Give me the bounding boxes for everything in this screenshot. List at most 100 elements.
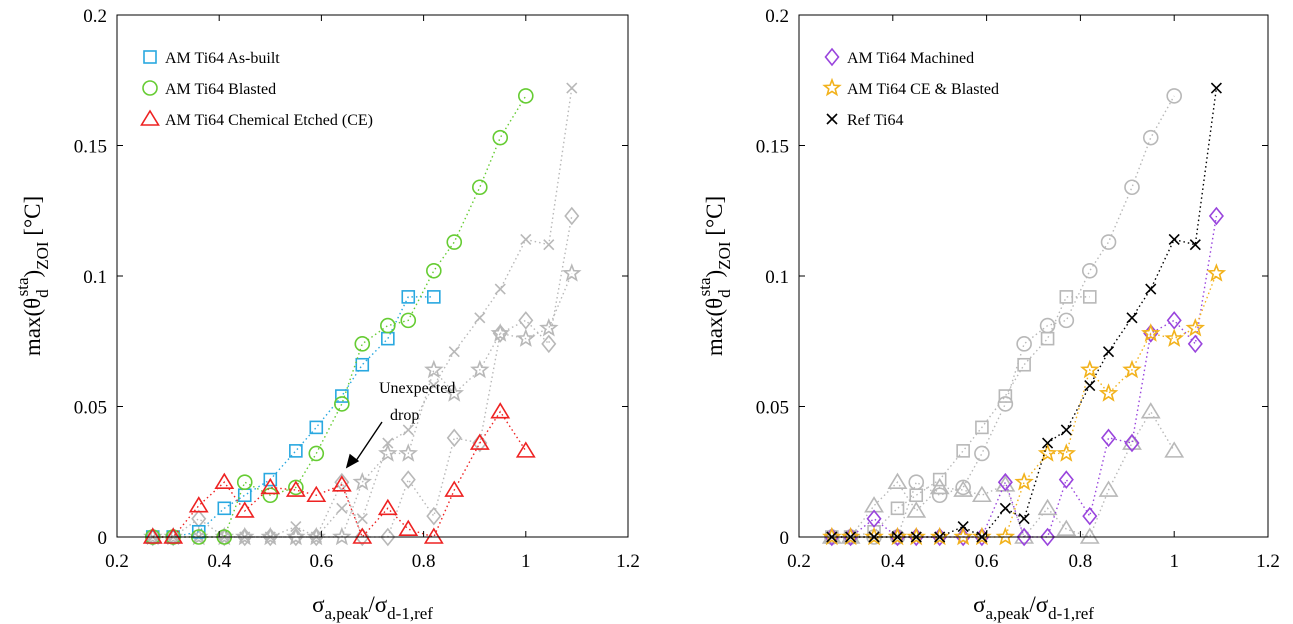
data-point <box>382 437 394 449</box>
legend-label: AM Ti64 Blasted <box>165 81 276 98</box>
y-tick-label: 0.05 <box>756 398 789 419</box>
data-point <box>1084 380 1096 392</box>
data-point <box>929 526 950 546</box>
data-point <box>427 290 441 304</box>
data-point <box>214 472 235 489</box>
y-tick-label: 0 <box>98 528 108 549</box>
data-point <box>564 206 580 226</box>
y-tick-label: 0.1 <box>765 267 789 288</box>
data-point <box>1166 88 1182 104</box>
series-am-ti64-blasted <box>144 88 534 545</box>
data-point <box>840 526 861 546</box>
data-point <box>428 380 440 392</box>
data-point <box>1140 323 1161 342</box>
data-point <box>1122 433 1142 450</box>
legend-label: AM Ti64 CE & Blasted <box>847 81 999 98</box>
data-point <box>562 263 582 282</box>
series-am-ti64-machined <box>824 206 1224 547</box>
series-line <box>831 95 1175 538</box>
data-point <box>1124 179 1140 196</box>
data-point <box>1122 359 1142 379</box>
data-point <box>400 470 416 489</box>
data-point <box>887 526 908 546</box>
data-point <box>1056 519 1077 536</box>
data-point <box>288 479 304 496</box>
x-tick-label: 0.8 <box>1069 551 1093 572</box>
data-point <box>426 506 442 526</box>
legend: AM Ti64 As-built AM Ti64 Blasted AM Ti64 C… <box>140 50 373 129</box>
data-point <box>1100 234 1117 250</box>
data-point <box>515 441 536 458</box>
data-point <box>354 336 371 352</box>
data-point <box>234 526 255 546</box>
data-point <box>444 480 465 497</box>
data-point <box>1079 527 1100 544</box>
data-point <box>516 328 536 347</box>
data-point <box>998 389 1013 403</box>
data-point <box>286 526 306 546</box>
y-tick-label: 0.05 <box>74 398 107 419</box>
data-point <box>424 359 444 379</box>
y-tick-label: 0.15 <box>74 137 107 158</box>
x-tick-label: 0.2 <box>105 551 129 572</box>
legend-label: AM Ti64 Chemical Etched (CE) <box>165 112 373 129</box>
data-point <box>191 509 207 528</box>
data-point <box>953 526 973 546</box>
data-point <box>308 445 325 462</box>
data-point <box>1037 443 1058 462</box>
data-point <box>335 389 349 403</box>
data-point <box>974 445 990 462</box>
data-point <box>492 129 509 146</box>
legend-item-am-ti64-as-built: AM Ti64 As-built <box>143 50 280 67</box>
data-point <box>377 498 398 516</box>
data-point <box>401 290 416 304</box>
series-line <box>152 410 527 539</box>
data-point <box>1140 402 1161 419</box>
data-point <box>1056 443 1077 462</box>
data-point <box>906 526 927 546</box>
data-point <box>1142 129 1159 146</box>
y-tick-label: 0.1 <box>83 267 107 288</box>
data-point <box>423 527 444 544</box>
y-axis-label: max(θdsta)ZOI [°C] <box>695 196 734 356</box>
data-point <box>1037 498 1058 516</box>
data-point <box>237 488 252 503</box>
data-point <box>1164 441 1185 458</box>
data-point <box>163 527 184 544</box>
data-point <box>356 513 368 525</box>
x-tick-label: 1.2 <box>616 551 640 572</box>
data-point <box>306 526 327 546</box>
data-point <box>971 485 992 503</box>
data-point <box>378 443 398 462</box>
data-point <box>400 312 417 329</box>
annotation-arrowhead <box>345 453 360 469</box>
data-point <box>890 501 905 516</box>
data-point <box>472 179 488 196</box>
data-point <box>1059 290 1074 304</box>
data-point <box>331 475 352 492</box>
data-point <box>426 262 442 279</box>
data-point <box>1164 328 1184 347</box>
data-point <box>402 424 414 436</box>
series-line <box>831 273 1218 538</box>
data-point <box>1124 433 1140 453</box>
data-point <box>1016 527 1032 547</box>
data-point <box>957 520 969 533</box>
data-point <box>566 82 578 94</box>
legend-label: AM Ti64 Machined <box>847 50 974 67</box>
data-point <box>236 474 253 490</box>
data-point <box>1016 336 1032 352</box>
data-point <box>380 527 396 547</box>
data-point <box>380 317 396 334</box>
data-point <box>1018 513 1030 525</box>
data-point <box>887 472 908 489</box>
data-point <box>1210 82 1222 94</box>
data-point <box>260 477 281 495</box>
data-point <box>1042 437 1054 449</box>
data-point <box>470 359 490 379</box>
data-point <box>1189 239 1201 251</box>
data-point <box>334 396 350 412</box>
annotation-line-1: Unexpected <box>379 380 455 397</box>
data-point <box>539 317 559 337</box>
x-tick-label: 1.2 <box>1256 551 1280 572</box>
